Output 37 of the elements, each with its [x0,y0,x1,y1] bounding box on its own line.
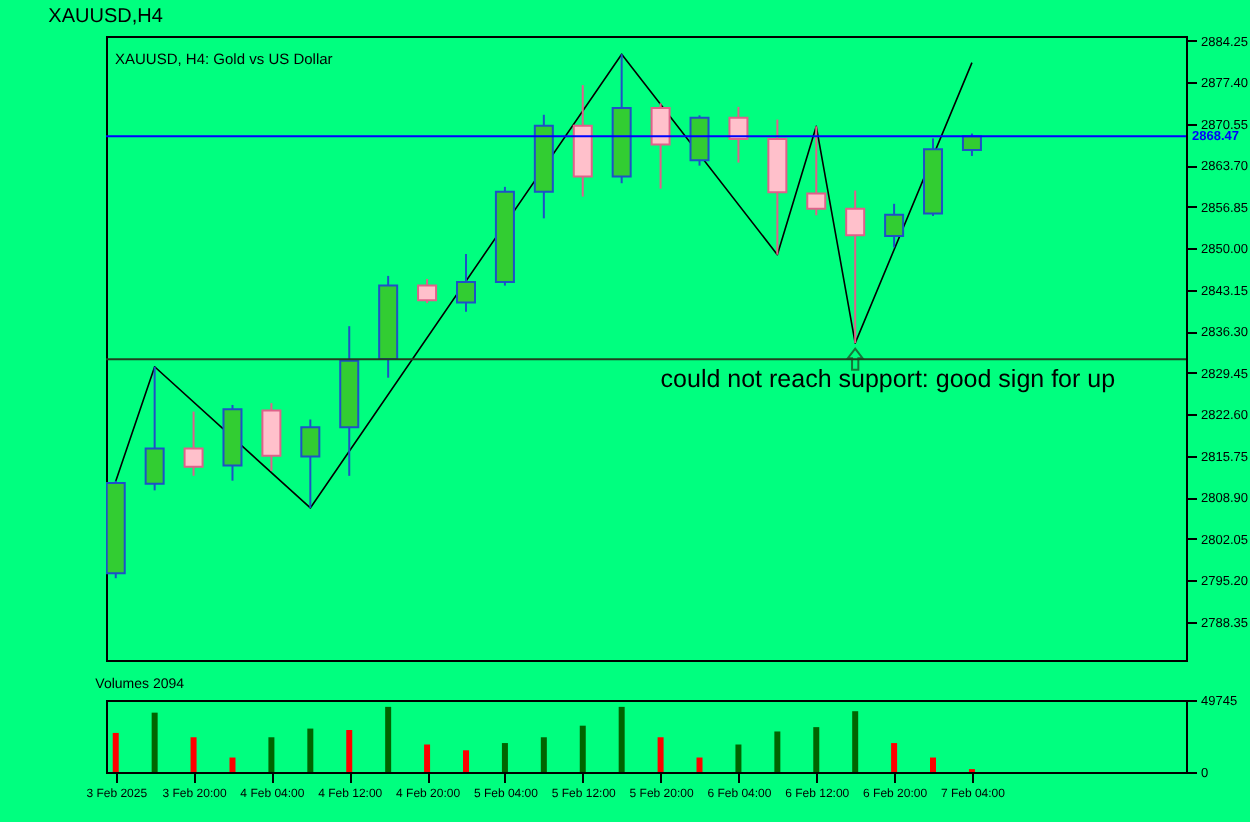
bar [930,757,937,772]
bar [852,711,859,772]
candlestick [300,418,321,509]
bar [735,744,742,772]
candlestick [806,125,827,217]
bar [229,757,236,772]
bar [151,712,158,772]
bar [540,737,547,772]
bar [774,731,781,772]
candlestick [845,189,866,345]
bar [891,743,898,772]
candlestick [261,402,282,472]
bar [307,728,314,772]
candlestick [144,365,165,492]
annotation: could not reach support: good sign for up [660,365,1116,394]
candlestick [728,105,749,164]
bar [618,706,625,772]
bar [385,706,392,772]
text: XAUUSD,H4 [48,5,164,28]
bar [657,737,664,772]
candlestick [884,202,905,249]
bar [813,727,820,772]
candlestick [417,277,438,305]
bar [268,737,275,772]
candlestick [456,253,476,313]
bar [346,730,353,772]
candlestick [689,114,710,167]
candlestick [961,132,982,157]
candlestick [650,102,671,190]
bar [501,743,508,772]
bar [579,725,586,772]
candlestick [183,410,204,477]
bar [190,737,197,772]
bar [424,744,431,772]
bar [463,750,469,772]
bar [112,732,119,772]
bar [696,757,703,772]
